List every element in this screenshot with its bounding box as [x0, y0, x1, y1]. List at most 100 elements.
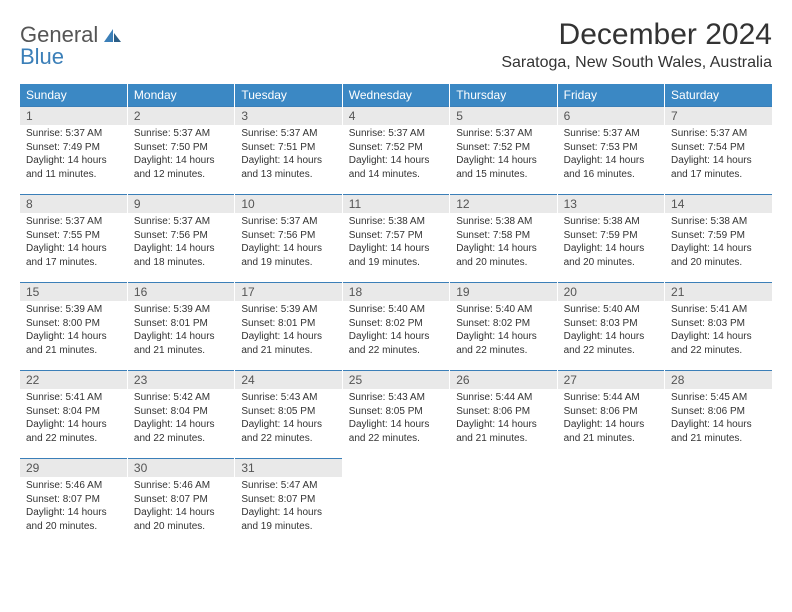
calendar-day-cell	[450, 458, 557, 546]
sunrise-line: Sunrise: 5:41 AM	[26, 391, 121, 405]
day-number: 3	[235, 106, 341, 125]
day-number: 20	[558, 282, 664, 301]
day-number: 8	[20, 194, 127, 213]
sunrise-line: Sunrise: 5:38 AM	[349, 215, 443, 229]
sunrise-line: Sunrise: 5:43 AM	[241, 391, 335, 405]
day-number: 11	[343, 194, 449, 213]
daylight-line: Daylight: 14 hours and 22 minutes.	[134, 418, 228, 445]
day-details: Sunrise: 5:38 AMSunset: 7:57 PMDaylight:…	[343, 213, 449, 273]
day-number: 5	[450, 106, 556, 125]
day-number: 21	[665, 282, 772, 301]
calendar-day-cell: 29Sunrise: 5:46 AMSunset: 8:07 PMDayligh…	[20, 458, 127, 546]
calendar-day-cell: 30Sunrise: 5:46 AMSunset: 8:07 PMDayligh…	[127, 458, 234, 546]
calendar-day-cell: 4Sunrise: 5:37 AMSunset: 7:52 PMDaylight…	[342, 106, 449, 194]
sunrise-line: Sunrise: 5:37 AM	[671, 127, 766, 141]
calendar-day-cell: 8Sunrise: 5:37 AMSunset: 7:55 PMDaylight…	[20, 194, 127, 282]
sunrise-line: Sunrise: 5:46 AM	[134, 479, 228, 493]
day-details: Sunrise: 5:37 AMSunset: 7:54 PMDaylight:…	[665, 125, 772, 185]
calendar-week-row: 22Sunrise: 5:41 AMSunset: 8:04 PMDayligh…	[20, 370, 772, 458]
daylight-line: Daylight: 14 hours and 14 minutes.	[349, 154, 443, 181]
day-number: 4	[343, 106, 449, 125]
day-number: 25	[343, 370, 449, 389]
calendar-week-row: 1Sunrise: 5:37 AMSunset: 7:49 PMDaylight…	[20, 106, 772, 194]
sunrise-line: Sunrise: 5:38 AM	[564, 215, 658, 229]
day-details: Sunrise: 5:41 AMSunset: 8:03 PMDaylight:…	[665, 301, 772, 361]
sunset-line: Sunset: 7:52 PM	[456, 141, 550, 155]
sunrise-line: Sunrise: 5:41 AM	[671, 303, 766, 317]
calendar-day-cell: 5Sunrise: 5:37 AMSunset: 7:52 PMDaylight…	[450, 106, 557, 194]
day-details: Sunrise: 5:38 AMSunset: 7:59 PMDaylight:…	[558, 213, 664, 273]
sunset-line: Sunset: 7:54 PM	[671, 141, 766, 155]
calendar-day-cell: 24Sunrise: 5:43 AMSunset: 8:05 PMDayligh…	[235, 370, 342, 458]
day-number: 10	[235, 194, 341, 213]
sunrise-line: Sunrise: 5:45 AM	[671, 391, 766, 405]
sunset-line: Sunset: 7:50 PM	[134, 141, 228, 155]
title-block: December 2024 Saratoga, New South Wales,…	[501, 18, 772, 72]
sunrise-line: Sunrise: 5:37 AM	[26, 127, 121, 141]
sunset-line: Sunset: 8:05 PM	[349, 405, 443, 419]
day-details: Sunrise: 5:39 AMSunset: 8:00 PMDaylight:…	[20, 301, 127, 361]
sunset-line: Sunset: 8:07 PM	[241, 493, 335, 507]
calendar-day-cell	[665, 458, 772, 546]
month-title: December 2024	[501, 18, 772, 52]
sunrise-line: Sunrise: 5:44 AM	[456, 391, 550, 405]
day-number: 23	[128, 370, 234, 389]
calendar-day-cell: 20Sunrise: 5:40 AMSunset: 8:03 PMDayligh…	[557, 282, 664, 370]
day-number: 28	[665, 370, 772, 389]
calendar-table: Sunday Monday Tuesday Wednesday Thursday…	[20, 84, 772, 546]
day-number: 22	[20, 370, 127, 389]
sunrise-line: Sunrise: 5:40 AM	[564, 303, 658, 317]
daylight-line: Daylight: 14 hours and 12 minutes.	[134, 154, 228, 181]
sunrise-line: Sunrise: 5:46 AM	[26, 479, 121, 493]
sunset-line: Sunset: 7:57 PM	[349, 229, 443, 243]
sunset-line: Sunset: 7:49 PM	[26, 141, 121, 155]
logo-sail-icon	[102, 24, 124, 49]
daylight-line: Daylight: 14 hours and 17 minutes.	[671, 154, 766, 181]
sunrise-line: Sunrise: 5:37 AM	[134, 215, 228, 229]
sunset-line: Sunset: 8:01 PM	[241, 317, 335, 331]
sunrise-line: Sunrise: 5:37 AM	[564, 127, 658, 141]
day-details: Sunrise: 5:41 AMSunset: 8:04 PMDaylight:…	[20, 389, 127, 449]
logo: GeneralBlue	[20, 18, 124, 68]
day-number: 12	[450, 194, 556, 213]
calendar-day-cell: 28Sunrise: 5:45 AMSunset: 8:06 PMDayligh…	[665, 370, 772, 458]
day-details: Sunrise: 5:37 AMSunset: 7:56 PMDaylight:…	[235, 213, 341, 273]
daylight-line: Daylight: 14 hours and 21 minutes.	[241, 330, 335, 357]
day-details: Sunrise: 5:43 AMSunset: 8:05 PMDaylight:…	[235, 389, 341, 449]
day-number: 19	[450, 282, 556, 301]
calendar-day-cell: 25Sunrise: 5:43 AMSunset: 8:05 PMDayligh…	[342, 370, 449, 458]
sunset-line: Sunset: 7:53 PM	[564, 141, 658, 155]
daylight-line: Daylight: 14 hours and 11 minutes.	[26, 154, 121, 181]
calendar-day-cell: 21Sunrise: 5:41 AMSunset: 8:03 PMDayligh…	[665, 282, 772, 370]
calendar-day-cell	[342, 458, 449, 546]
sunrise-line: Sunrise: 5:39 AM	[241, 303, 335, 317]
calendar-day-cell: 10Sunrise: 5:37 AMSunset: 7:56 PMDayligh…	[235, 194, 342, 282]
day-number: 27	[558, 370, 664, 389]
day-details: Sunrise: 5:40 AMSunset: 8:03 PMDaylight:…	[558, 301, 664, 361]
sunset-line: Sunset: 8:07 PM	[26, 493, 121, 507]
sunset-line: Sunset: 8:06 PM	[671, 405, 766, 419]
day-number: 31	[235, 458, 341, 477]
sunset-line: Sunset: 8:04 PM	[26, 405, 121, 419]
daylight-line: Daylight: 14 hours and 22 minutes.	[671, 330, 766, 357]
calendar-day-cell: 31Sunrise: 5:47 AMSunset: 8:07 PMDayligh…	[235, 458, 342, 546]
daylight-line: Daylight: 14 hours and 20 minutes.	[456, 242, 550, 269]
calendar-day-cell: 16Sunrise: 5:39 AMSunset: 8:01 PMDayligh…	[127, 282, 234, 370]
calendar-day-cell: 6Sunrise: 5:37 AMSunset: 7:53 PMDaylight…	[557, 106, 664, 194]
day-details: Sunrise: 5:37 AMSunset: 7:52 PMDaylight:…	[343, 125, 449, 185]
weekday-header: Friday	[557, 84, 664, 106]
daylight-line: Daylight: 14 hours and 18 minutes.	[134, 242, 228, 269]
calendar-day-cell: 9Sunrise: 5:37 AMSunset: 7:56 PMDaylight…	[127, 194, 234, 282]
calendar-day-cell: 17Sunrise: 5:39 AMSunset: 8:01 PMDayligh…	[235, 282, 342, 370]
sunrise-line: Sunrise: 5:39 AM	[134, 303, 228, 317]
sunrise-line: Sunrise: 5:40 AM	[349, 303, 443, 317]
calendar-day-cell: 2Sunrise: 5:37 AMSunset: 7:50 PMDaylight…	[127, 106, 234, 194]
day-number: 30	[128, 458, 234, 477]
day-details: Sunrise: 5:47 AMSunset: 8:07 PMDaylight:…	[235, 477, 341, 537]
calendar-day-cell: 11Sunrise: 5:38 AMSunset: 7:57 PMDayligh…	[342, 194, 449, 282]
sunset-line: Sunset: 8:06 PM	[564, 405, 658, 419]
daylight-line: Daylight: 14 hours and 22 minutes.	[349, 330, 443, 357]
day-number: 29	[20, 458, 127, 477]
sunrise-line: Sunrise: 5:38 AM	[456, 215, 550, 229]
sunset-line: Sunset: 8:00 PM	[26, 317, 121, 331]
